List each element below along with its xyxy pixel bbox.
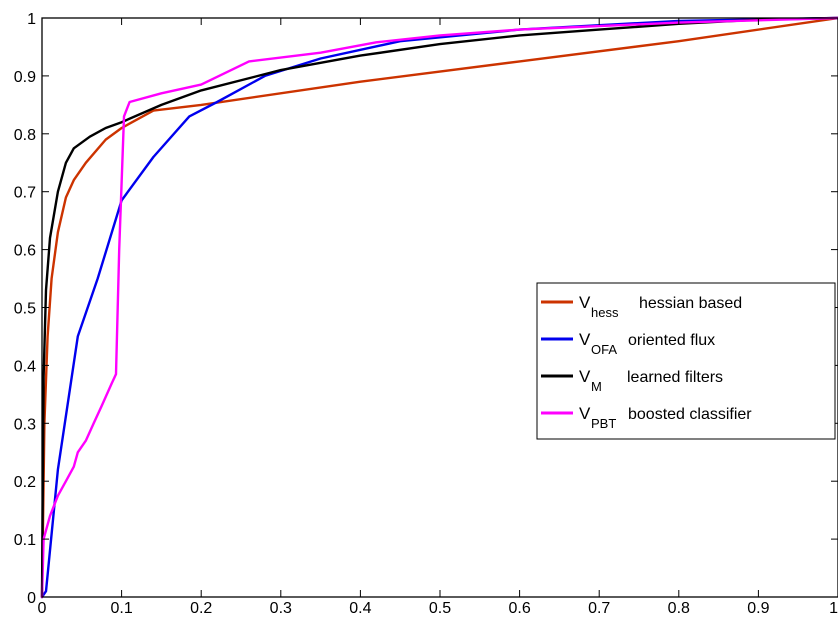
legend-symbol-m: V xyxy=(579,367,591,386)
x-tick-label: 0 xyxy=(38,600,47,617)
x-tick-label: 0.2 xyxy=(190,600,212,617)
legend-label-pbt: boosted classifier xyxy=(628,406,752,423)
legend-box xyxy=(536,282,836,440)
legend-subscript-pbt: PBT xyxy=(591,416,616,431)
tick-layer: 0 0.1 0.2 0.3 0.4 0.5 0.6 0.7 0.8 0.9 1 0 0.1 0.2 0.3 0… xyxy=(14,11,838,617)
y-tick-label: 0.8 xyxy=(14,127,36,144)
legend-symbol-pbt: V xyxy=(579,404,591,423)
x-tick-label: 0.3 xyxy=(270,600,292,617)
x-tick-label: 0.1 xyxy=(110,600,132,617)
x-tick-label: 0.9 xyxy=(747,600,769,617)
legend-subscript-hess: hess xyxy=(591,305,619,320)
legend-label-ofa: oriented flux xyxy=(628,332,715,349)
series-line-hess xyxy=(40,16,838,599)
legend-label-m: learned filters xyxy=(627,369,723,386)
y-tick-label: 0.9 xyxy=(14,69,36,86)
x-tick-label: 0.7 xyxy=(588,600,610,617)
series-layer xyxy=(40,16,838,599)
legend-label-hess: hessian based xyxy=(639,295,742,312)
y-tick-label: 0.4 xyxy=(14,358,36,375)
y-tick-label: 0.6 xyxy=(14,243,36,260)
y-tick-label: 0.5 xyxy=(14,301,36,318)
y-tick-label: 0.7 xyxy=(14,185,36,202)
legend-subscript-m: M xyxy=(591,379,602,394)
y-tick-label: 0 xyxy=(27,590,36,607)
series-line-m xyxy=(40,16,838,599)
y-tick-label: 0.3 xyxy=(14,416,36,433)
legend-symbol-ofa: V xyxy=(579,330,591,349)
y-tick-label: 0.1 xyxy=(14,532,36,549)
x-tick-label: 0.8 xyxy=(668,600,690,617)
x-tick-label: 0.5 xyxy=(429,600,451,617)
x-tick-label: 0.4 xyxy=(349,600,371,617)
x-tick-label: 0.6 xyxy=(508,600,530,617)
legend-subscript-ofa: OFA xyxy=(591,342,617,357)
series-line-pbt xyxy=(40,16,838,599)
legend-symbol-hess: V xyxy=(579,293,591,312)
x-tick-label: 1 xyxy=(829,600,838,617)
y-tick-label: 1 xyxy=(27,11,36,28)
y-tick-label: 0.2 xyxy=(14,474,36,491)
